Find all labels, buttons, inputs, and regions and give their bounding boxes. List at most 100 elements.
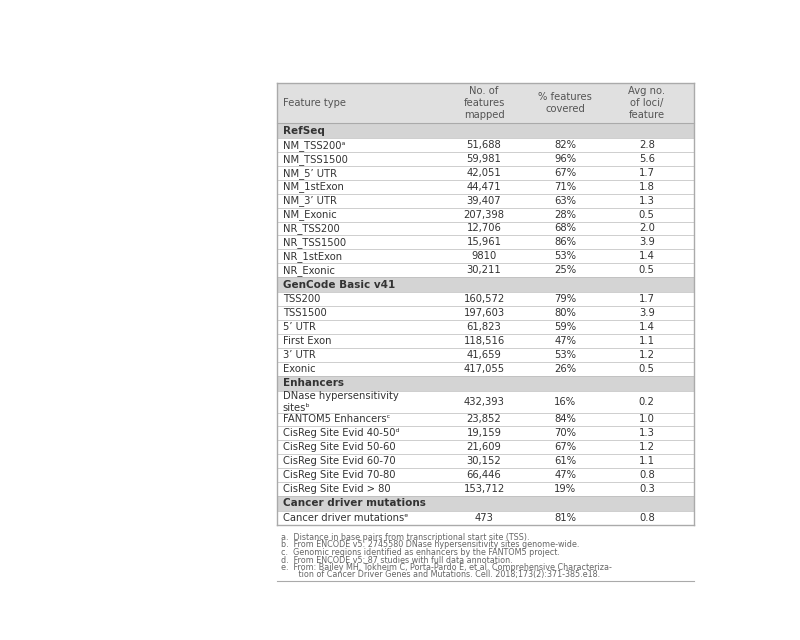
Bar xyxy=(277,482,694,495)
Text: NR_TSS200: NR_TSS200 xyxy=(283,223,340,234)
Text: 86%: 86% xyxy=(554,237,576,247)
Text: 53%: 53% xyxy=(554,252,576,261)
Text: 2.8: 2.8 xyxy=(639,140,654,150)
Bar xyxy=(277,320,694,334)
Text: 44,471: 44,471 xyxy=(466,182,502,192)
Text: NM_TSS200ᵃ: NM_TSS200ᵃ xyxy=(283,140,346,151)
Text: 42,051: 42,051 xyxy=(466,168,502,178)
Text: e.  From: Bailey MH, Tokheim C, Porta-Pardo E, et al. Comprehensive Characteriza: e. From: Bailey MH, Tokheim C, Porta-Par… xyxy=(281,563,611,572)
Text: Cancer driver mutations: Cancer driver mutations xyxy=(283,499,426,508)
Text: DNase hypersensitivity
sitesᵇ: DNase hypersensitivity sitesᵇ xyxy=(283,391,398,413)
Bar xyxy=(277,495,694,511)
Text: 41,659: 41,659 xyxy=(466,350,502,360)
Text: 1.4: 1.4 xyxy=(639,322,654,332)
Text: 1.3: 1.3 xyxy=(639,428,654,438)
Bar xyxy=(277,263,694,277)
Text: 79%: 79% xyxy=(554,294,577,305)
Text: 1.1: 1.1 xyxy=(638,456,654,466)
Text: 82%: 82% xyxy=(554,140,576,150)
Bar xyxy=(277,307,694,320)
Bar xyxy=(277,208,694,221)
Text: NR_1stExon: NR_1stExon xyxy=(283,251,342,262)
Text: NM_3’ UTR: NM_3’ UTR xyxy=(283,195,337,206)
Text: 47%: 47% xyxy=(554,470,576,480)
Bar xyxy=(277,123,694,138)
Text: 19%: 19% xyxy=(554,484,577,493)
Text: 80%: 80% xyxy=(554,308,576,318)
Bar xyxy=(277,454,694,468)
Text: 23,852: 23,852 xyxy=(466,415,502,424)
Text: % features
covered: % features covered xyxy=(538,92,592,114)
Text: 160,572: 160,572 xyxy=(463,294,505,305)
Bar xyxy=(277,426,694,440)
Text: 153,712: 153,712 xyxy=(463,484,505,493)
Text: 84%: 84% xyxy=(554,415,576,424)
Bar xyxy=(277,83,694,123)
Text: TSS1500: TSS1500 xyxy=(283,308,326,318)
Text: 96%: 96% xyxy=(554,154,577,164)
Text: 71%: 71% xyxy=(554,182,577,192)
Text: 118,516: 118,516 xyxy=(463,336,505,346)
Text: 5’ UTR: 5’ UTR xyxy=(283,322,316,332)
Text: CisReg Site Evid 70-80: CisReg Site Evid 70-80 xyxy=(283,470,395,480)
Bar xyxy=(277,236,694,249)
Text: 0.5: 0.5 xyxy=(639,265,654,275)
Text: 39,407: 39,407 xyxy=(466,196,502,206)
Text: 67%: 67% xyxy=(554,442,577,452)
Text: 63%: 63% xyxy=(554,196,576,206)
Text: 0.2: 0.2 xyxy=(639,397,654,407)
Text: 3’ UTR: 3’ UTR xyxy=(283,350,316,360)
Text: NM_Exonic: NM_Exonic xyxy=(283,209,337,220)
Text: 16%: 16% xyxy=(554,397,577,407)
Text: 26%: 26% xyxy=(554,364,577,374)
Bar xyxy=(277,277,694,292)
Bar xyxy=(277,413,694,426)
Bar xyxy=(277,166,694,180)
Text: 28%: 28% xyxy=(554,210,576,220)
Bar xyxy=(277,348,694,362)
Text: 1.2: 1.2 xyxy=(638,350,654,360)
Text: Feature type: Feature type xyxy=(283,98,346,108)
Bar xyxy=(277,249,694,263)
Text: 12,706: 12,706 xyxy=(466,223,502,234)
Text: GenCode Basic v41: GenCode Basic v41 xyxy=(283,280,395,290)
Text: 1.3: 1.3 xyxy=(639,196,654,206)
Text: 47%: 47% xyxy=(554,336,576,346)
Bar xyxy=(277,180,694,194)
Bar xyxy=(277,334,694,348)
Text: 0.8: 0.8 xyxy=(639,470,654,480)
Text: 9810: 9810 xyxy=(471,252,497,261)
Text: b.  From ENCODE v5: 2745580 DNase hypersensitivity sites genome-wide.: b. From ENCODE v5: 2745580 DNase hyperse… xyxy=(281,540,579,549)
Text: 21,609: 21,609 xyxy=(466,442,502,452)
Text: 51,688: 51,688 xyxy=(466,140,502,150)
Text: 15,961: 15,961 xyxy=(466,237,502,247)
Text: TSS200: TSS200 xyxy=(283,294,320,305)
Text: 3.9: 3.9 xyxy=(639,308,654,318)
Bar xyxy=(277,292,694,307)
Text: c.  Genomic regions identified as enhancers by the FANTOM5 project.: c. Genomic regions identified as enhance… xyxy=(281,548,559,557)
Text: 0.5: 0.5 xyxy=(639,364,654,374)
Text: CisReg Site Evid > 80: CisReg Site Evid > 80 xyxy=(283,484,390,493)
Text: FANTOM5 Enhancersᶜ: FANTOM5 Enhancersᶜ xyxy=(283,415,390,424)
Text: 81%: 81% xyxy=(554,513,576,523)
Text: 1.1: 1.1 xyxy=(638,336,654,346)
Bar xyxy=(277,221,694,236)
Text: 30,152: 30,152 xyxy=(466,456,502,466)
Text: 25%: 25% xyxy=(554,265,577,275)
Text: 432,393: 432,393 xyxy=(463,397,505,407)
Text: 0.8: 0.8 xyxy=(639,513,654,523)
Text: 59,981: 59,981 xyxy=(466,154,502,164)
Text: 207,398: 207,398 xyxy=(463,210,505,220)
Bar xyxy=(277,468,694,482)
Text: 1.7: 1.7 xyxy=(638,294,654,305)
Text: 61%: 61% xyxy=(554,456,577,466)
Text: Enhancers: Enhancers xyxy=(283,378,344,388)
Text: 67%: 67% xyxy=(554,168,577,178)
Text: NM_5’ UTR: NM_5’ UTR xyxy=(283,168,337,179)
Text: NM_1stExon: NM_1stExon xyxy=(283,182,344,193)
Text: 3.9: 3.9 xyxy=(639,237,654,247)
Text: 61,823: 61,823 xyxy=(466,322,502,332)
Text: 197,603: 197,603 xyxy=(463,308,505,318)
Text: NR_TSS1500: NR_TSS1500 xyxy=(283,237,346,248)
Text: Avg no.
of loci/
feature: Avg no. of loci/ feature xyxy=(628,86,666,120)
